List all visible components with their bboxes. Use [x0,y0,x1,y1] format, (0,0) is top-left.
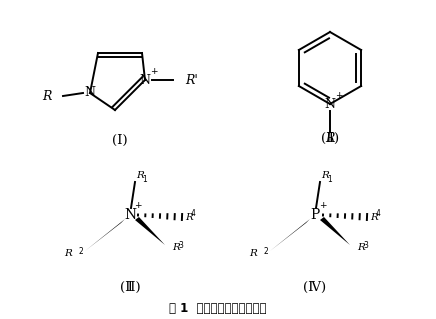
Text: 2: 2 [263,247,268,256]
Text: 1: 1 [142,174,147,183]
Text: (Ⅲ): (Ⅲ) [120,280,140,293]
Text: N: N [324,98,335,110]
Text: 4: 4 [376,210,381,219]
Text: R: R [357,243,365,253]
Text: 3: 3 [363,241,368,249]
Text: 3: 3 [178,241,183,249]
Text: R: R [249,249,257,258]
Text: 2: 2 [78,247,83,256]
Text: N: N [124,208,136,222]
Text: +: + [335,92,343,100]
Polygon shape [270,219,310,251]
Text: +: + [134,202,142,211]
Polygon shape [135,217,165,245]
Text: R: R [136,172,144,181]
Text: N: N [85,86,95,100]
Text: R: R [64,249,72,258]
Text: (Ⅱ): (Ⅱ) [321,131,339,145]
Polygon shape [85,219,125,251]
Text: +: + [150,68,158,77]
Text: N: N [140,73,150,86]
Text: R': R' [185,73,198,86]
Text: 4: 4 [191,210,196,219]
Text: R: R [370,212,378,221]
Text: R: R [43,90,52,102]
Text: (Ⅳ): (Ⅳ) [303,280,327,293]
Text: R: R [321,172,329,181]
Text: R: R [325,131,335,145]
Polygon shape [320,217,350,245]
Text: R: R [172,243,180,253]
Text: R: R [185,212,193,221]
Text: P: P [310,208,320,222]
Text: +: + [319,202,327,211]
Text: 1: 1 [327,174,332,183]
Text: 图 1  常见离子液体的阳离子: 图 1 常见离子液体的阳离子 [169,301,267,315]
Text: (Ⅰ): (Ⅰ) [112,133,128,146]
